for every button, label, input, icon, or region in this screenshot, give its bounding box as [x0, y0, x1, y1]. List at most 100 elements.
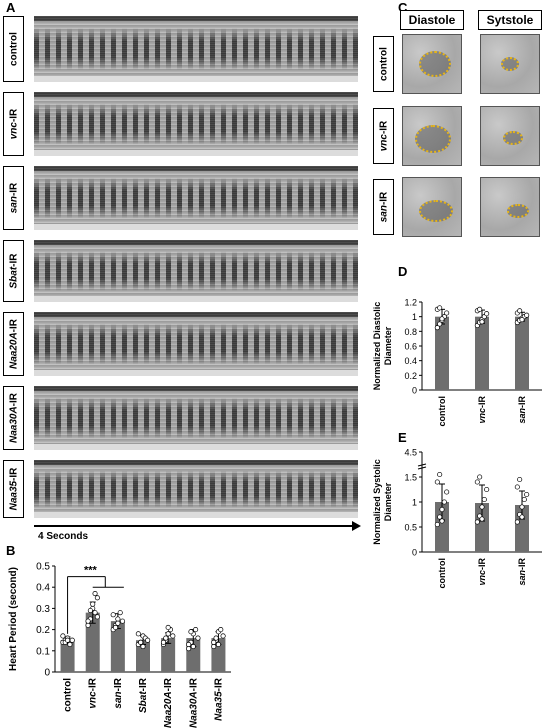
col-label-diastole: Diastole: [400, 10, 464, 30]
kymograph-image: [34, 460, 358, 518]
data-point: [437, 305, 443, 311]
data-point: [190, 644, 196, 650]
data-point: [160, 639, 167, 645]
y-axis-label: Normalized Diastolic: [372, 302, 382, 391]
data-point: [92, 610, 98, 616]
data-point: [211, 639, 217, 645]
data-point: [85, 618, 91, 624]
heart-tube-contour: [503, 131, 523, 145]
kymograph-image: [34, 240, 358, 302]
x-tick-label-italic: vnc: [477, 408, 487, 424]
kymo-row-label: Sbat-IR: [3, 240, 24, 302]
panel-e-label: E: [398, 430, 407, 445]
kymograph-image: [34, 312, 358, 376]
data-point: [437, 514, 443, 520]
x-tick-label-plain: -IR: [477, 558, 487, 570]
x-tick-label-plain: -IR: [517, 558, 527, 570]
time-label: 4 Seconds: [38, 531, 89, 542]
data-point: [437, 471, 443, 478]
kymo-row-label-text: control: [8, 32, 19, 66]
data-point: [186, 646, 192, 652]
kymo-row-label-text: Naa20A-IR: [8, 319, 19, 369]
data-point: [94, 614, 100, 620]
diastole-image: [402, 106, 462, 166]
x-tick-label-plain: control: [437, 396, 447, 427]
x-tick-label: Naa30A-IR: [188, 677, 199, 728]
data-point: [140, 644, 146, 650]
axis-break: [417, 466, 427, 470]
data-point: [514, 519, 520, 525]
data-point: [474, 479, 480, 485]
bar: [60, 640, 75, 672]
systole-image: [480, 34, 540, 94]
image-row-label-italic: vnc: [378, 134, 389, 152]
kymo-row-label: vnc-IR: [3, 92, 24, 156]
x-tick-label-plain: -IR: [163, 677, 174, 691]
time-arrow-head: [352, 521, 361, 531]
y-axis-label: Diameter: [383, 482, 393, 521]
y-tick-label: 0.5: [404, 523, 417, 533]
x-tick-label-plain: control: [63, 678, 74, 712]
data-point: [218, 627, 224, 633]
image-row-label-plain: control: [378, 47, 389, 81]
image-row-label: san-IR: [373, 179, 394, 235]
x-tick-label-italic: Naa35: [213, 691, 224, 721]
image-row-label-text: san-IR: [378, 192, 389, 223]
data-point: [188, 629, 194, 635]
data-point: [112, 624, 119, 631]
y-tick-label: 0: [412, 548, 417, 558]
kymo-row-label-plain: -IR: [8, 253, 19, 267]
data-point: [119, 618, 126, 624]
data-point: [87, 607, 93, 614]
y-tick-label: 1: [412, 498, 417, 508]
y-tick-label: 0.4: [36, 583, 50, 594]
data-point: [85, 622, 91, 628]
x-tick-label: san-IR: [517, 558, 527, 586]
bar: [435, 316, 449, 390]
kymo-row-label: san-IR: [3, 166, 24, 230]
image-row-label-text: control: [378, 47, 389, 81]
kymo-row-label-text: Sbat-IR: [8, 253, 19, 288]
data-point: [439, 518, 445, 524]
y-tick-label: 0.1: [36, 646, 50, 657]
significance-label: ***: [84, 565, 98, 577]
panel-a-label: A: [6, 0, 16, 15]
data-point: [439, 506, 445, 513]
panel-c-label: C: [398, 0, 408, 15]
data-point: [135, 631, 141, 637]
data-point: [90, 601, 96, 607]
kymo-row-label: Naa20A-IR: [3, 312, 24, 376]
y-tick-label: 0.8: [404, 327, 417, 337]
image-row-label-plain: -IR: [378, 120, 389, 135]
data-point: [437, 321, 443, 327]
data-point: [484, 486, 490, 493]
y-tick-label: 1.2: [404, 298, 417, 308]
kymo-row-label-text: Naa35-IR: [8, 468, 19, 511]
data-point: [195, 635, 201, 641]
data-point: [145, 637, 151, 643]
data-point: [92, 591, 98, 597]
data-point: [521, 496, 527, 503]
y-tick-label: 0: [44, 668, 50, 679]
data-point: [434, 479, 440, 485]
x-tick-label-italic: san: [517, 408, 527, 424]
x-tick-label-plain: -IR: [477, 396, 487, 408]
data-point: [479, 516, 485, 522]
heart-tube-contour: [419, 51, 451, 77]
x-tick-label: vnc-IR: [477, 396, 487, 424]
kymo-row-label-text: vnc-IR: [8, 109, 19, 140]
diastole-image: [402, 34, 462, 94]
data-point: [165, 624, 171, 631]
data-point: [60, 633, 66, 639]
col-label-systole: Sytstole: [478, 10, 542, 30]
x-tick-label-italic: san: [517, 570, 527, 586]
data-point: [165, 631, 171, 637]
y-axis-label: Normalized Systolic: [372, 459, 382, 545]
x-tick-label-italic: san: [113, 691, 124, 708]
data-point: [434, 521, 440, 528]
y-tick-label: 0.3: [36, 604, 50, 615]
data-point: [477, 306, 483, 312]
